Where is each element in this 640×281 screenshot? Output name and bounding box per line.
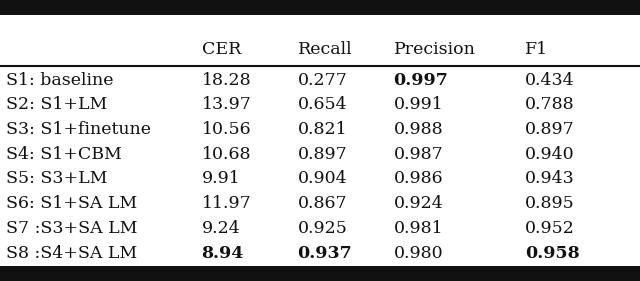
- Text: Precision: Precision: [394, 41, 476, 58]
- Text: 0.987: 0.987: [394, 146, 444, 163]
- Text: 0.940: 0.940: [525, 146, 575, 163]
- Text: 0.904: 0.904: [298, 171, 348, 187]
- Text: 0.925: 0.925: [298, 220, 348, 237]
- Text: 13.97: 13.97: [202, 96, 252, 113]
- Text: S3: S1+finetune: S3: S1+finetune: [6, 121, 152, 138]
- Text: 0.980: 0.980: [394, 245, 444, 262]
- Text: 10.56: 10.56: [202, 121, 252, 138]
- Text: 0.867: 0.867: [298, 195, 348, 212]
- Text: 0.788: 0.788: [525, 96, 575, 113]
- Text: S8 :S4+SA LM: S8 :S4+SA LM: [6, 245, 138, 262]
- Text: 0.895: 0.895: [525, 195, 575, 212]
- FancyBboxPatch shape: [0, 266, 640, 281]
- Text: 0.958: 0.958: [525, 245, 579, 262]
- Text: S1: baseline: S1: baseline: [6, 72, 114, 89]
- Text: 0.997: 0.997: [394, 72, 449, 89]
- Text: CER: CER: [202, 41, 241, 58]
- Text: 0.986: 0.986: [394, 171, 444, 187]
- Text: 0.943: 0.943: [525, 171, 575, 187]
- Text: 10.68: 10.68: [202, 146, 251, 163]
- Text: 0.988: 0.988: [394, 121, 444, 138]
- Text: 0.821: 0.821: [298, 121, 348, 138]
- Text: S5: S3+LM: S5: S3+LM: [6, 171, 108, 187]
- Text: 9.24: 9.24: [202, 220, 241, 237]
- Text: S7 :S3+SA LM: S7 :S3+SA LM: [6, 220, 138, 237]
- Text: F1: F1: [525, 41, 548, 58]
- Text: 0.991: 0.991: [394, 96, 444, 113]
- Text: S6: S1+SA LM: S6: S1+SA LM: [6, 195, 138, 212]
- Text: S4: S1+CBM: S4: S1+CBM: [6, 146, 122, 163]
- Text: 0.937: 0.937: [298, 245, 353, 262]
- Text: 0.897: 0.897: [525, 121, 575, 138]
- Text: 18.28: 18.28: [202, 72, 252, 89]
- FancyBboxPatch shape: [0, 0, 640, 15]
- Text: 9.91: 9.91: [202, 171, 241, 187]
- Text: 0.952: 0.952: [525, 220, 575, 237]
- Text: 0.897: 0.897: [298, 146, 348, 163]
- Text: S2: S1+LM: S2: S1+LM: [6, 96, 108, 113]
- Text: 8.94: 8.94: [202, 245, 244, 262]
- Text: 0.277: 0.277: [298, 72, 348, 89]
- Text: 0.434: 0.434: [525, 72, 575, 89]
- Text: 0.924: 0.924: [394, 195, 444, 212]
- Text: Recall: Recall: [298, 41, 352, 58]
- Text: 0.981: 0.981: [394, 220, 444, 237]
- Text: 0.654: 0.654: [298, 96, 348, 113]
- Text: 11.97: 11.97: [202, 195, 252, 212]
